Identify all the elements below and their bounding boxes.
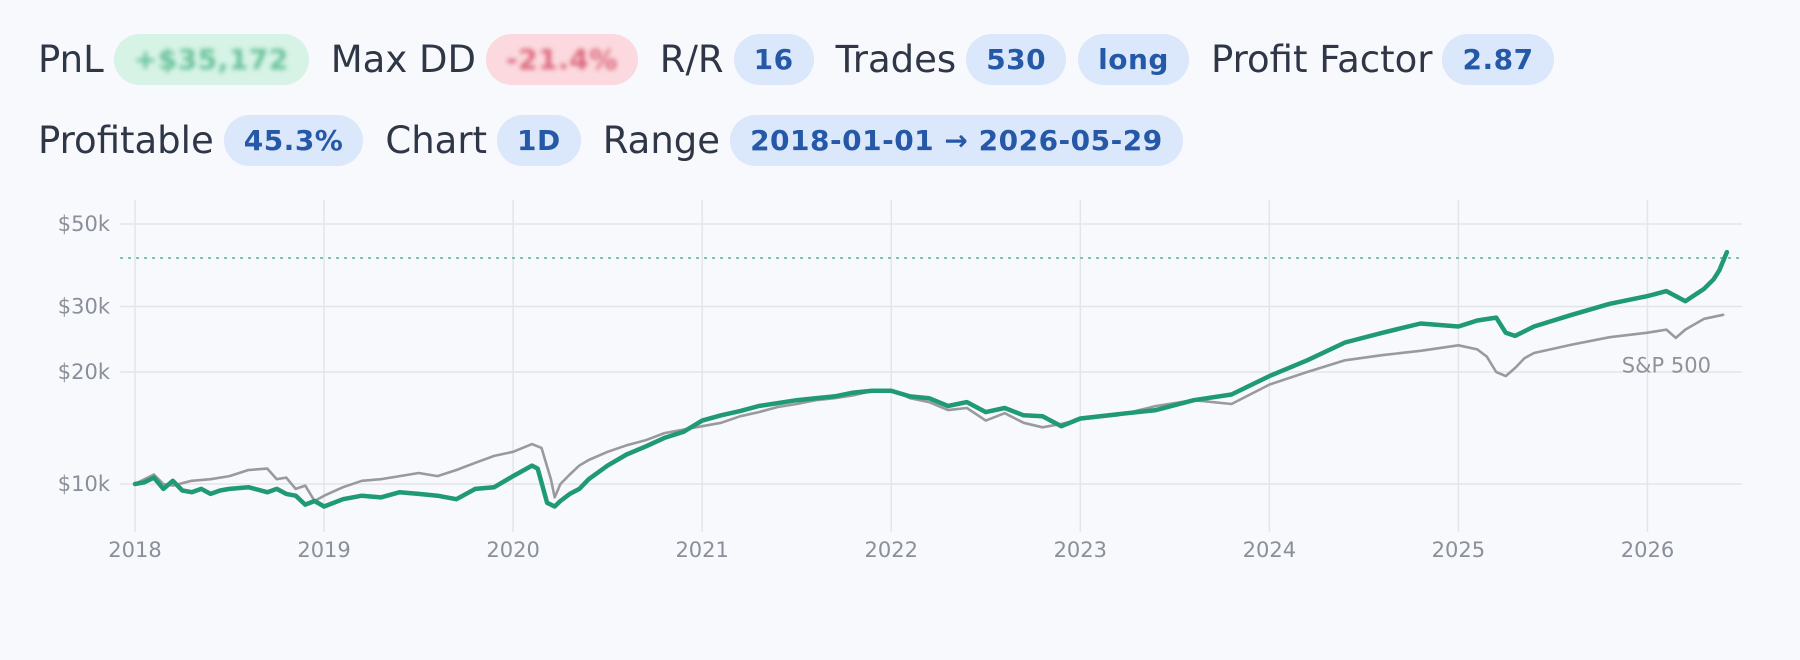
x-tick-label: 2026 [1621,538,1674,562]
profit-factor-badge: 2.87 [1442,34,1554,85]
y-gridlines [120,223,1742,485]
pnl-label: PnL [38,38,104,81]
x-tick-label: 2020 [486,538,539,562]
range-label: Range [602,119,721,162]
profitable-badge: 45.3% [223,115,364,166]
x-axis-ticks: 2018 2019 2020 2021 2022 2023 2024 2025 2026 [108,538,1674,562]
date-range-badge: 2018-01-01 → 2026-05-29 [730,115,1183,166]
max-dd-label: Max DD [330,38,476,81]
x-tick-label: 2018 [108,538,161,562]
x-tick-label: 2021 [675,538,728,562]
timeframe-label: Chart [385,119,488,162]
trades-label: Trades [835,38,957,81]
benchmark-label: S&P 500 [1622,354,1711,378]
benchmark-sp500-line [133,313,1725,503]
y-tick-label: $30k [58,294,111,318]
timeframe-badge: 1D [497,115,581,166]
x-tick-label: 2019 [297,538,350,562]
y-tick-label: $50k [58,212,111,236]
strategy-equity-line [132,249,1730,509]
max-dd-badge: -21.4% [485,34,638,85]
trades-badge: 530 [966,34,1067,85]
x-gridlines [134,200,1649,532]
rr-badge: 16 [733,34,814,85]
profitable-label: Profitable [38,119,214,162]
y-tick-label: $10k [58,472,111,496]
x-tick-label: 2024 [1243,538,1296,562]
stats-row-top: PnL +$35,172 Max DD -21.4% R/R 16 Trades… [38,34,1576,85]
pnl-badge: +$35,172 [113,34,309,85]
profit-factor-label: Profit Factor [1210,38,1433,81]
x-tick-label: 2022 [865,538,918,562]
x-tick-label: 2025 [1432,538,1485,562]
pnl-value: +$35,172 [133,43,289,76]
stats-row-bottom: Profitable 45.3% Chart 1D Range 2018-01-… [38,115,1205,166]
equity-chart: $10k $20k $30k $50k 2018 2019 2020 2021 2022 202… [58,200,1742,562]
max-dd-value: -21.4% [505,43,618,76]
y-tick-label: $20k [58,360,111,384]
x-tick-label: 2023 [1054,538,1107,562]
rr-label: R/R [659,38,724,81]
direction-badge: long [1078,34,1189,85]
series-layer [132,249,1730,509]
y-axis-ticks: $10k $20k $30k $50k [58,212,111,496]
